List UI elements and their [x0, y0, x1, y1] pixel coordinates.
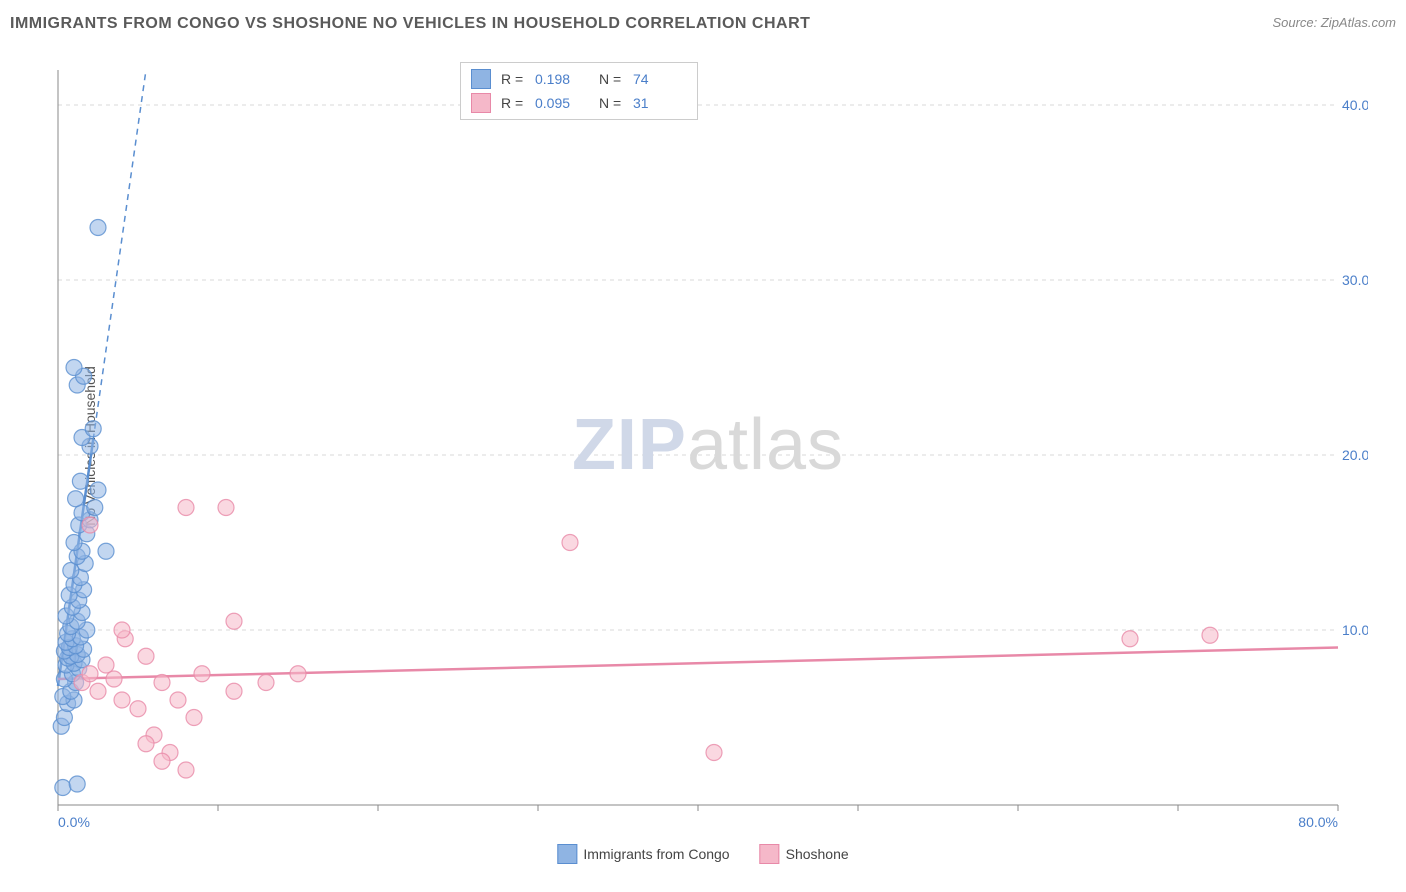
- bottom-legend: Immigrants from Congo Shoshone: [557, 844, 848, 864]
- legend-swatch-series2: [760, 844, 780, 864]
- swatch-series2: [471, 93, 491, 113]
- svg-text:20.0%: 20.0%: [1342, 447, 1368, 463]
- svg-text:10.0%: 10.0%: [1342, 622, 1368, 638]
- svg-text:0.0%: 0.0%: [58, 814, 90, 830]
- chart-area: 10.0%20.0%30.0%40.0%0.0%80.0% ZIPatlas: [48, 60, 1368, 830]
- svg-text:80.0%: 80.0%: [1298, 814, 1338, 830]
- stats-legend: R = 0.198 N = 74 R = 0.095 N = 31: [460, 62, 698, 120]
- scatter-chart-svg: 10.0% 20.0% 30.0% 40.0% 0.0% 80.0%: [48, 60, 1368, 830]
- svg-text:40.0%: 40.0%: [1342, 97, 1368, 113]
- source-attribution: Source: ZipAtlas.com: [1272, 15, 1396, 30]
- legend-item-series2: Shoshone: [760, 844, 849, 864]
- stats-row-series1: R = 0.198 N = 74: [471, 67, 687, 91]
- svg-text:30.0%: 30.0%: [1342, 272, 1368, 288]
- legend-swatch-series1: [557, 844, 577, 864]
- swatch-series1: [471, 69, 491, 89]
- stats-row-series2: R = 0.095 N = 31: [471, 91, 687, 115]
- legend-item-series1: Immigrants from Congo: [557, 844, 729, 864]
- page-title: IMMIGRANTS FROM CONGO VS SHOSHONE NO VEH…: [10, 15, 810, 32]
